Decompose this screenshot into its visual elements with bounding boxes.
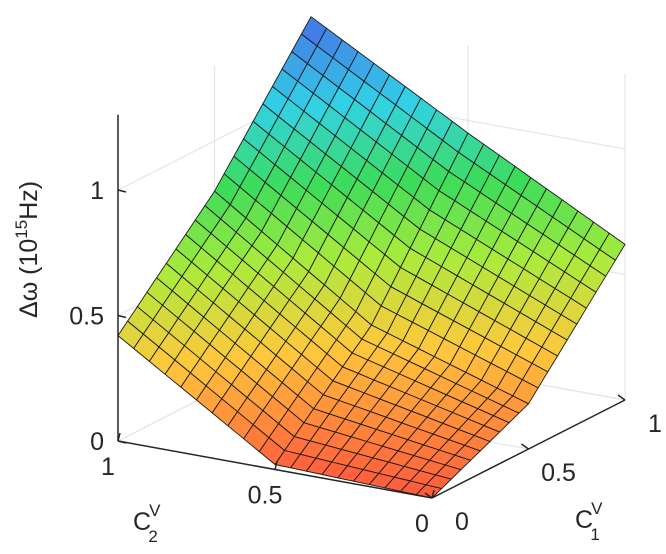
y-tick-label: 1 bbox=[101, 453, 115, 481]
z-axis-label: Δω (1015Hz) bbox=[12, 181, 43, 318]
x-axis-label: CV 1 bbox=[575, 499, 603, 544]
x-tick-mark bbox=[424, 492, 433, 499]
z-tick-label: 0.5 bbox=[69, 303, 104, 331]
z-tick-mark bbox=[117, 314, 127, 319]
z-tick-label: 0 bbox=[90, 428, 104, 456]
z-tick-mark bbox=[117, 189, 127, 193]
z-tick-label: 1 bbox=[90, 177, 104, 205]
x-tick-mark bbox=[617, 394, 626, 401]
y-tick-mark bbox=[117, 432, 121, 442]
x-tick-mark bbox=[521, 443, 529, 450]
z-tick-mark bbox=[117, 440, 127, 444]
y-tick-label: 0 bbox=[415, 510, 429, 538]
x-tick-label: 0.5 bbox=[541, 459, 576, 487]
y-tick-label: 0.5 bbox=[248, 482, 283, 510]
surface-mesh bbox=[117, 16, 626, 499]
y-tick-mark bbox=[274, 461, 278, 470]
y-tick-mark bbox=[431, 489, 435, 499]
x-tick-label: 1 bbox=[648, 410, 662, 438]
y-axis-label: CV 2 bbox=[133, 501, 161, 546]
x-tick-label: 0 bbox=[455, 508, 469, 536]
